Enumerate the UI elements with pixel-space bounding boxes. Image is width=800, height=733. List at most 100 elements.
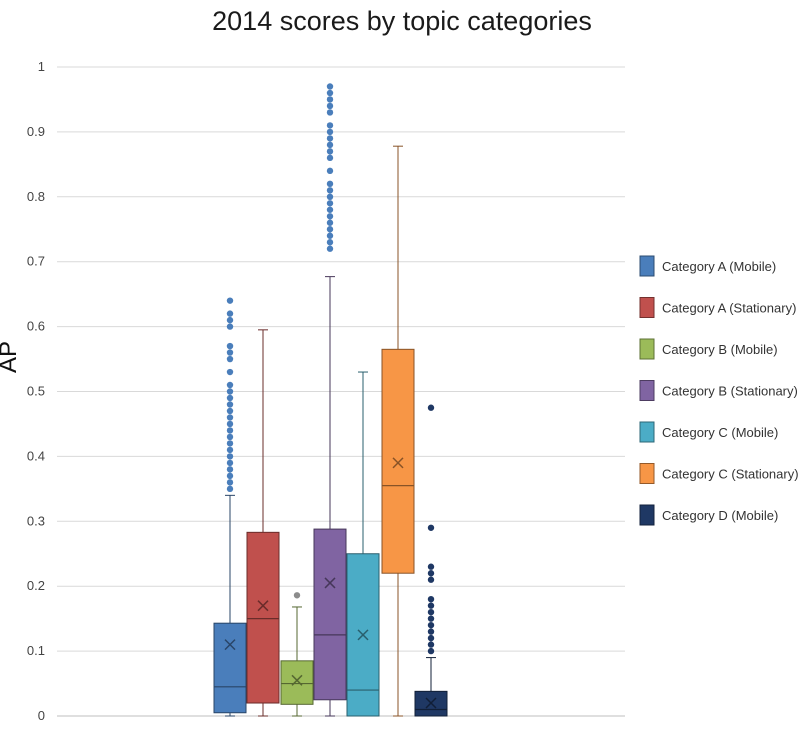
box-1 — [213, 297, 247, 717]
legend-swatch — [639, 463, 655, 484]
legend-swatch — [639, 421, 655, 443]
outlier-point — [427, 634, 435, 642]
outlier-point — [226, 316, 234, 324]
outlier-point — [326, 226, 334, 233]
outlier-point — [326, 148, 334, 155]
box-4 — [313, 83, 347, 717]
y-tick-label: 0.9 — [27, 124, 45, 139]
mean-x-stroke — [392, 457, 404, 469]
y-tick-label: 0 — [38, 708, 45, 723]
mean-marker — [224, 639, 236, 651]
outlier-point — [226, 381, 234, 389]
legend-swatch — [639, 504, 655, 526]
y-tick-label: 0.2 — [27, 578, 45, 593]
mean-x-stroke — [224, 639, 236, 651]
outlier-point — [326, 96, 334, 103]
outlier-point — [226, 433, 234, 441]
legend-item: Category A (Mobile) — [639, 255, 776, 277]
y-axis-ticks: 0 0.1 0.2 0.3 0.4 0.5 0.6 0.7 0.8 0.9 1 — [27, 59, 45, 723]
y-tick-label: 0.4 — [27, 448, 45, 463]
outlier-point — [326, 135, 334, 142]
outlier-point — [326, 232, 334, 239]
mean-x-stroke — [324, 577, 336, 589]
y-tick-label: 0.5 — [27, 384, 45, 399]
y-tick-label: 0.7 — [27, 254, 45, 269]
box-iqr — [246, 531, 280, 704]
box-iqr — [381, 348, 415, 574]
outlier-point — [326, 213, 334, 220]
outlier-point — [326, 245, 334, 252]
outlier-point — [226, 466, 234, 473]
legend-label: Category A (Mobile) — [662, 259, 776, 274]
outlier-point — [226, 414, 234, 421]
outlier-point — [427, 615, 435, 622]
legend-label: Category C (Mobile) — [662, 425, 778, 440]
gridlines — [57, 66, 625, 717]
mean-marker — [324, 577, 336, 589]
outlier-point — [427, 647, 435, 655]
outlier-point — [326, 83, 334, 90]
y-tick-label: 0.3 — [27, 513, 45, 528]
outlier-point — [427, 576, 435, 583]
outlier-point — [326, 102, 334, 110]
outlier-point — [326, 89, 334, 97]
mean-marker — [291, 674, 303, 686]
outlier-point — [326, 167, 334, 175]
y-tick-label: 1 — [38, 59, 45, 74]
outlier-point — [326, 154, 334, 162]
outlier-point — [226, 420, 234, 428]
outlier-point — [427, 641, 435, 648]
outlier-point — [427, 595, 435, 603]
outlier-point — [226, 427, 234, 434]
outlier-point — [293, 592, 301, 599]
box-iqr — [280, 660, 314, 705]
mean-x-stroke — [291, 674, 303, 686]
outlier-point — [326, 239, 334, 246]
box-7 — [414, 404, 448, 717]
box-3 — [280, 592, 314, 717]
outlier-point — [226, 349, 234, 356]
outlier-point — [326, 219, 334, 226]
mean-x-stroke — [425, 697, 437, 709]
outlier-point — [226, 446, 234, 454]
mean-x-stroke — [257, 600, 269, 612]
legend-item: Category B (Mobile) — [639, 338, 778, 360]
mean-marker — [425, 697, 437, 709]
mean-marker — [392, 457, 404, 469]
legend-swatch — [639, 338, 655, 360]
box-plots — [213, 83, 448, 717]
mean-x-stroke — [357, 629, 369, 641]
y-tick-label: 0.6 — [27, 319, 45, 334]
box-iqr — [313, 528, 347, 701]
y-axis-label: AP — [0, 341, 22, 373]
outlier-point — [226, 472, 234, 480]
outlier-point — [226, 355, 234, 363]
legend-item: Category C (Mobile) — [639, 421, 778, 443]
mean-marker — [257, 600, 269, 612]
outlier-point — [326, 180, 334, 188]
outlier-point — [427, 608, 435, 616]
outlier-point — [427, 628, 435, 635]
legend-item: Category D (Mobile) — [639, 504, 778, 526]
outlier-point — [427, 404, 435, 411]
outlier-point — [326, 122, 334, 129]
y-tick-label: 0.8 — [27, 189, 45, 204]
legend-label: Category B (Mobile) — [662, 342, 778, 357]
legend-label: Category D (Mobile) — [662, 508, 778, 523]
legend-label: Category A (Stationary) — [662, 301, 796, 316]
legend-swatch — [639, 255, 655, 277]
outlier-point — [427, 563, 435, 570]
outlier-point — [226, 479, 234, 486]
outlier-point — [226, 453, 234, 460]
chart-title: 2014 scores by topic categories — [212, 6, 592, 36]
legend-swatch — [639, 297, 655, 318]
outlier-point — [226, 368, 234, 376]
mean-marker — [357, 629, 369, 641]
outlier-point — [226, 297, 234, 304]
legend-item: Category A (Stationary) — [639, 297, 796, 318]
legend-item: Category B (Stationary) — [639, 380, 798, 401]
outlier-point — [427, 602, 435, 609]
y-tick-label: 0.1 — [27, 643, 45, 658]
outlier-point — [226, 401, 234, 408]
